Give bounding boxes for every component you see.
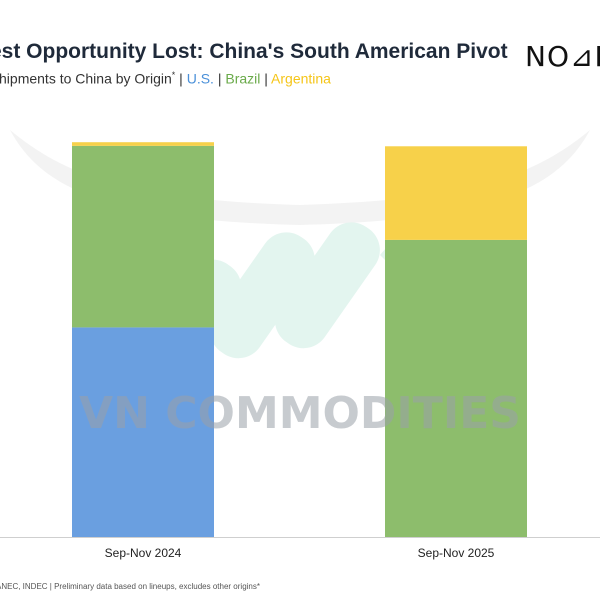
legend-separator: | (179, 70, 183, 87)
legend-separator: | (264, 70, 268, 87)
watermark-text: VN COMMODITIES (79, 388, 521, 439)
bar-argentina-1 (72, 142, 214, 146)
legend-item-us: U.S. (186, 70, 214, 87)
bar-us-1 (72, 327, 214, 537)
legend-item-brazil: Brazil (225, 70, 261, 87)
tick-labels: Sep-Nov 2024 Sep-Nov 2025 (105, 546, 495, 560)
legend-item-argentina: Argentina (271, 70, 331, 87)
bar-argentina-2 (385, 146, 527, 240)
bar-brazil-2 (385, 239, 527, 537)
chart-subtitle: n Shipments to China by Origin* | U.S. |… (0, 70, 331, 87)
footnote: ANEC, INDEC | Preliminary data based on … (0, 582, 260, 591)
brand-logo: NO⊿B (525, 40, 600, 73)
subtitle-text: n Shipments to China by Origin (0, 70, 172, 87)
x-tick-label: Sep-Nov 2025 (418, 546, 495, 560)
chart-title: est Opportunity Lost: China's South Amer… (0, 40, 508, 63)
legend-separator: | (217, 70, 222, 87)
x-tick-label: Sep-Nov 2024 (105, 546, 182, 560)
subtitle-asterisk: * (171, 70, 176, 80)
bars-layer (0, 142, 600, 538)
bar-brazil-1 (72, 145, 214, 328)
